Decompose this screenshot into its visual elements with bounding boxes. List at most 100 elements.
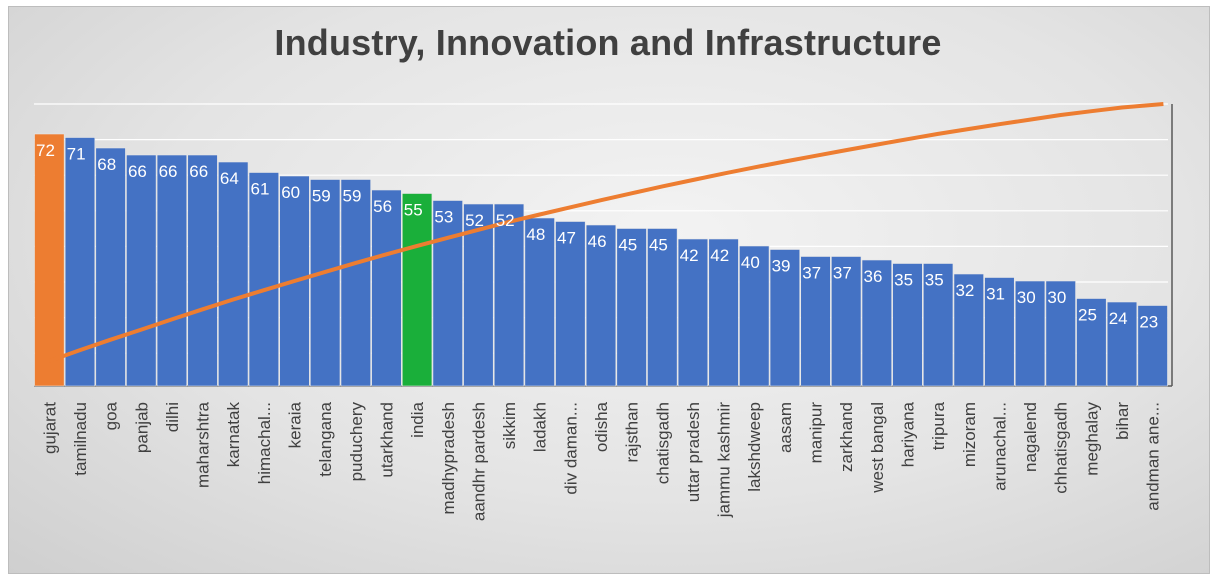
x-tick-label: dilhi: [163, 402, 182, 432]
x-tick-label: gujarat: [40, 402, 59, 454]
data-label: 32: [955, 281, 974, 300]
bar: [1106, 301, 1138, 387]
chart-title: Industry, Innovation and Infrastructure: [274, 22, 942, 63]
data-label: 39: [772, 257, 791, 276]
x-tick-label: telangana: [316, 401, 335, 476]
bar: [739, 245, 770, 387]
data-label: 35: [894, 271, 913, 290]
data-label: 52: [496, 211, 515, 230]
data-label: 42: [710, 246, 729, 265]
data-label: 59: [312, 187, 331, 206]
data-label: 24: [1109, 309, 1128, 328]
bar: [708, 238, 739, 387]
bar: [126, 154, 157, 387]
x-tick-label: meghalay: [1082, 402, 1101, 476]
bar: [1076, 298, 1107, 387]
data-label: 30: [1017, 288, 1036, 307]
data-label: 66: [128, 162, 147, 181]
data-label: 55: [404, 201, 423, 220]
bar: [493, 203, 525, 387]
bar: [647, 228, 678, 387]
x-tick-label: zarkhand: [837, 402, 856, 472]
bar: [953, 273, 984, 387]
x-tick-label: himachal...: [255, 402, 274, 484]
x-tick-label: arunachal...: [990, 402, 1009, 491]
data-label: 61: [251, 180, 270, 199]
x-tick-label: andman ane...: [1144, 402, 1163, 511]
x-tick-label: ladakh: [531, 402, 550, 452]
x-tick-label: div daman...: [561, 402, 580, 495]
x-tick-label: west bangal: [868, 402, 887, 494]
x-tick-label: bihar: [1113, 402, 1132, 440]
bar: [1014, 280, 1046, 387]
bar: [1045, 280, 1076, 387]
x-tick-label: hariyana: [898, 401, 917, 467]
bar: [831, 256, 862, 387]
data-label: 36: [864, 267, 883, 286]
x-tick-label: odisha: [592, 401, 611, 452]
bar: [187, 154, 218, 387]
x-tick-label: maharshtra: [194, 401, 213, 488]
x-tick-label: karnatak: [224, 402, 243, 468]
bar: [800, 256, 831, 387]
bar: [95, 147, 126, 387]
data-label: 42: [680, 246, 699, 265]
x-tick-label: puduchery: [347, 402, 366, 482]
bar: [156, 154, 188, 387]
data-label: 59: [342, 187, 361, 206]
bar: [401, 193, 433, 387]
x-tick-label: chatisgadh: [653, 402, 672, 484]
bar: [310, 179, 341, 387]
data-label: 30: [1047, 288, 1066, 307]
data-label: 47: [557, 229, 576, 248]
bar: [892, 263, 923, 387]
bar: [555, 221, 586, 387]
x-tick-label: sikkim: [500, 402, 519, 449]
x-tick-label: panjab: [132, 402, 151, 453]
x-tick-label: nagalend: [1021, 402, 1040, 472]
data-label: 40: [741, 253, 760, 272]
bar: [677, 238, 709, 387]
x-tick-label: rajsthan: [623, 402, 642, 462]
data-label: 45: [618, 236, 637, 255]
data-label: 60: [281, 183, 300, 202]
data-label: 64: [220, 169, 239, 188]
data-label: 45: [649, 236, 668, 255]
x-tick-label: keraia: [286, 401, 305, 448]
data-label: 37: [833, 264, 852, 283]
bar: [64, 137, 96, 387]
data-label: 68: [97, 155, 116, 174]
bar: [432, 200, 463, 387]
x-tick-label: india: [408, 401, 427, 437]
data-label: 31: [986, 285, 1005, 304]
data-label: 48: [526, 225, 545, 244]
data-label: 56: [373, 197, 392, 216]
data-label: 53: [434, 208, 453, 227]
x-tick-label: manipur: [807, 402, 826, 464]
x-tick-label: chhatisgadh: [1052, 402, 1071, 494]
bar: [585, 224, 617, 387]
bar: [248, 172, 279, 387]
bar: [524, 217, 555, 387]
data-label: 46: [588, 232, 607, 251]
x-tick-label: mizoram: [960, 402, 979, 467]
x-tick-label: lakshdweep: [745, 402, 764, 492]
data-label: 37: [802, 264, 821, 283]
x-tick-label: uttar pradesh: [684, 402, 703, 502]
bar: [218, 161, 249, 387]
bar: [616, 228, 647, 387]
data-label: 66: [159, 162, 178, 181]
data-label: 35: [925, 271, 944, 290]
bar: [769, 249, 801, 387]
bar: [371, 189, 402, 387]
x-tick-label: jammu kashmir: [715, 402, 734, 519]
x-tick-label: goa: [102, 401, 121, 430]
data-label: 71: [67, 145, 86, 164]
cumulative-line: [48, 102, 1164, 363]
x-tick-label: madhypradesh: [439, 402, 458, 514]
bar: [340, 179, 371, 387]
data-label: 72: [36, 141, 55, 160]
x-tick-label: tripura: [929, 401, 948, 450]
x-tick-label: tamilnadu: [71, 402, 90, 476]
bar: [34, 133, 65, 387]
